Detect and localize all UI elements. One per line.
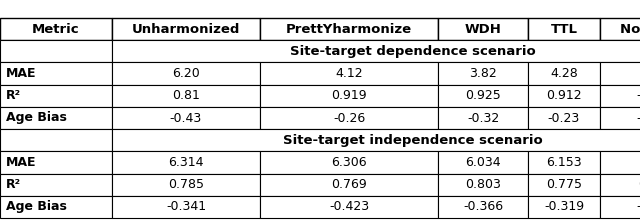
Bar	[600, 85, 640, 107]
Bar	[438, 85, 528, 107]
Bar	[528, 85, 600, 107]
Bar	[0, 173, 112, 196]
Text: -0.007: -0.007	[636, 89, 640, 102]
Bar	[0, 85, 112, 107]
Bar	[112, 107, 260, 129]
Text: 6.306: 6.306	[331, 156, 367, 169]
Text: Metric: Metric	[32, 23, 80, 36]
Text: 0.785: 0.785	[168, 178, 204, 191]
Text: MAE: MAE	[6, 156, 36, 169]
Bar	[112, 196, 260, 218]
Text: -0.998: -0.998	[636, 112, 640, 124]
Text: 6.153: 6.153	[546, 156, 582, 169]
Text: -0.32: -0.32	[467, 112, 499, 124]
Text: TTL: TTL	[550, 23, 577, 36]
Text: 6.034: 6.034	[465, 156, 501, 169]
Text: 0.769: 0.769	[331, 178, 367, 191]
Bar	[112, 151, 260, 173]
Bar	[528, 107, 600, 129]
Bar	[260, 151, 438, 173]
Text: 3.82: 3.82	[469, 67, 497, 80]
Text: Age Bias: Age Bias	[6, 112, 67, 124]
Bar	[0, 129, 112, 151]
Text: R²: R²	[6, 178, 21, 191]
Text: -0.361: -0.361	[636, 200, 640, 213]
Text: 0.912: 0.912	[546, 89, 582, 102]
Text: 6.036: 6.036	[639, 156, 640, 169]
Text: Age Bias: Age Bias	[6, 200, 67, 213]
Bar	[112, 85, 260, 107]
Text: WDH: WDH	[465, 23, 501, 36]
Text: 4.12: 4.12	[335, 67, 363, 80]
Bar	[112, 129, 640, 151]
Text: 6.314: 6.314	[168, 156, 204, 169]
Bar	[260, 63, 438, 85]
Bar	[0, 63, 112, 85]
Bar	[600, 151, 640, 173]
Text: -0.319: -0.319	[544, 200, 584, 213]
Text: 0.803: 0.803	[465, 178, 501, 191]
Text: Unharmonized: Unharmonized	[132, 23, 240, 36]
Text: -0.26: -0.26	[333, 112, 365, 124]
Bar	[600, 196, 640, 218]
Text: -0.341: -0.341	[166, 200, 206, 213]
Bar	[528, 173, 600, 196]
Bar	[438, 63, 528, 85]
Text: 0.790: 0.790	[639, 178, 640, 191]
Bar	[260, 196, 438, 218]
Text: 0.775: 0.775	[546, 178, 582, 191]
Bar	[600, 173, 640, 196]
Text: -0.23: -0.23	[548, 112, 580, 124]
Bar	[528, 18, 600, 40]
Bar	[438, 107, 528, 129]
Text: PrettYharmonize: PrettYharmonize	[286, 23, 412, 36]
Bar	[438, 173, 528, 196]
Bar	[0, 151, 112, 173]
Text: -0.366: -0.366	[463, 200, 503, 213]
Bar	[438, 196, 528, 218]
Text: 0.919: 0.919	[331, 89, 367, 102]
Text: -0.43: -0.43	[170, 112, 202, 124]
Bar	[438, 18, 528, 40]
Bar	[0, 40, 112, 63]
Bar	[112, 173, 260, 196]
Text: MAE: MAE	[6, 67, 36, 80]
Bar	[600, 107, 640, 129]
Text: 6.20: 6.20	[172, 67, 200, 80]
Bar	[528, 63, 600, 85]
Text: 4.28: 4.28	[550, 67, 578, 80]
Bar	[260, 85, 438, 107]
Bar	[600, 18, 640, 40]
Text: 0.81: 0.81	[172, 89, 200, 102]
Text: -0.423: -0.423	[329, 200, 369, 213]
Bar	[260, 173, 438, 196]
Bar	[528, 196, 600, 218]
Bar	[438, 151, 528, 173]
Text: 0.925: 0.925	[465, 89, 501, 102]
Text: Site-target independence scenario: Site-target independence scenario	[283, 134, 542, 147]
Text: 15.93: 15.93	[639, 67, 640, 80]
Text: No Target: No Target	[620, 23, 640, 36]
Text: Site-target dependence scenario: Site-target dependence scenario	[290, 45, 536, 58]
Bar	[112, 18, 260, 40]
Bar	[260, 107, 438, 129]
Bar	[260, 18, 438, 40]
Bar	[600, 63, 640, 85]
Bar	[0, 107, 112, 129]
Bar	[0, 196, 112, 218]
Bar	[112, 63, 260, 85]
Bar	[528, 151, 600, 173]
Bar	[0, 18, 112, 40]
Text: R²: R²	[6, 89, 21, 102]
Bar	[112, 40, 640, 63]
